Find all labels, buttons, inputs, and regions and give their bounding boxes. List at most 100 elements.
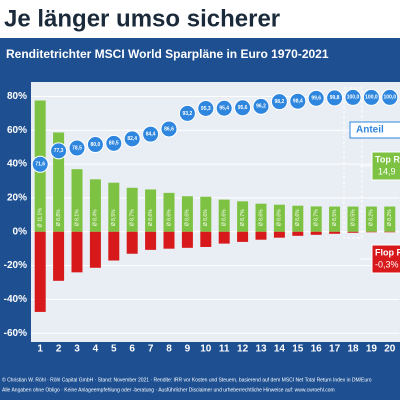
- share-marker: [289, 92, 307, 110]
- avg-label: Ø 11,1%: [38, 208, 44, 228]
- data-label: 99,6: [311, 96, 321, 102]
- share-marker: [50, 142, 68, 160]
- x-tick-label: 4: [93, 344, 99, 355]
- bar: [310, 231, 322, 235]
- share-marker: [178, 104, 196, 122]
- bar: [218, 231, 230, 244]
- avg-label: Ø 8,7%: [240, 209, 246, 226]
- bar: [329, 231, 341, 234]
- x-tick-label: 8: [166, 344, 172, 355]
- bar: [89, 231, 101, 268]
- callout-text: 14,9: [378, 166, 396, 176]
- avg-label: Ø 8,6%: [185, 209, 191, 226]
- bar: [347, 206, 359, 232]
- y-tick-label: 20%: [7, 193, 27, 204]
- y-tick-label: 80%: [7, 91, 27, 102]
- avg-label: Ø 8,2%: [369, 209, 375, 226]
- callout-box: [371, 151, 400, 181]
- callout-box: [371, 244, 400, 274]
- bar: [163, 231, 175, 249]
- bar: [181, 231, 193, 248]
- data-label: 80,5: [109, 141, 119, 147]
- data-label: 82,4: [127, 136, 137, 142]
- avg-label: Ø 8,2%: [387, 209, 393, 226]
- data-label: 95,3: [201, 106, 211, 112]
- bar: [145, 189, 157, 232]
- bar: [237, 231, 249, 242]
- avg-label: Ø 8,4%: [93, 209, 99, 226]
- bar: [310, 206, 322, 232]
- share-marker: [142, 125, 160, 143]
- avg-label: Ø 8,6%: [203, 209, 209, 226]
- x-tick-label: 20: [384, 344, 396, 355]
- x-tick-label: 17: [329, 344, 341, 355]
- share-marker: [160, 120, 178, 138]
- bar: [255, 203, 267, 232]
- bar: [145, 231, 157, 250]
- y-tick-label: 60%: [7, 125, 27, 136]
- highlight-box: [343, 87, 363, 239]
- footer: Alle Angaben ohne Obligo · Keine Anlagee…: [2, 387, 335, 393]
- share-marker: [326, 89, 344, 107]
- chart-subtitle: Renditetrichter MSCI World Sparpläne in …: [6, 47, 329, 61]
- avg-label: Ø 8,7%: [314, 209, 320, 226]
- data-label: 98,2: [275, 99, 285, 105]
- data-label: 93,2: [183, 111, 193, 117]
- avg-label: Ø 8,1%: [74, 209, 80, 226]
- share-marker: [86, 136, 104, 154]
- avg-label: Ø 8,5%: [111, 209, 117, 226]
- y-tick-label: 40%: [7, 159, 27, 170]
- share-marker: [344, 88, 362, 106]
- data-label: 96,2: [256, 104, 266, 110]
- y-tick-label: -60%: [4, 328, 27, 339]
- data-label: 84,4: [146, 131, 156, 137]
- bar: [384, 231, 396, 233]
- avg-label: Ø 8,5%: [350, 209, 356, 226]
- footer: © Christian W. Röhl · Röhl Capital GmbH …: [2, 376, 372, 383]
- bar: [237, 201, 249, 232]
- bar: [329, 206, 341, 232]
- bar: [53, 231, 65, 281]
- share-marker: [215, 99, 233, 117]
- avg-label: Ø 8,6%: [258, 209, 264, 226]
- callout-text: Top R: [375, 154, 400, 164]
- x-tick-label: 5: [111, 344, 117, 355]
- callout-text: -0,3%: [375, 259, 399, 269]
- data-label: 86,6: [164, 126, 174, 132]
- callout-text: Flop R: [375, 247, 400, 257]
- share-marker: [105, 134, 123, 152]
- y-tick-label: -40%: [4, 294, 27, 305]
- share-marker: [123, 130, 141, 148]
- x-tick-label: 18: [347, 344, 359, 355]
- bar: [89, 179, 101, 232]
- data-label: 100,0: [384, 95, 397, 101]
- bar: [347, 231, 359, 233]
- bar: [384, 206, 396, 232]
- x-tick-label: 3: [74, 344, 80, 355]
- x-tick-label: 19: [366, 344, 378, 355]
- x-tick-label: 15: [292, 344, 304, 355]
- share-marker: [270, 93, 288, 111]
- data-label: 100,0: [347, 95, 360, 101]
- bar: [273, 231, 285, 238]
- bar: [181, 196, 193, 232]
- bar: [126, 231, 138, 254]
- data-label: 71,6: [35, 162, 45, 168]
- x-tick-label: 6: [129, 344, 135, 355]
- avg-label: Ø 8,6%: [148, 209, 154, 226]
- data-label: 95,6: [238, 105, 248, 111]
- share-marker: [381, 88, 399, 106]
- bar: [71, 231, 83, 273]
- bar: [200, 231, 212, 247]
- bar: [292, 205, 304, 232]
- y-tick-label: 0%: [13, 226, 28, 237]
- data-label: 99,8: [330, 95, 340, 101]
- bar: [108, 182, 120, 232]
- bar: [163, 192, 175, 232]
- data-label: 78,5: [72, 145, 82, 151]
- avg-label: Ø 8,6%: [277, 209, 283, 226]
- avg-label: Ø 8,6%: [295, 209, 301, 226]
- data-label: 77,3: [54, 148, 64, 154]
- plot-area: [31, 82, 400, 342]
